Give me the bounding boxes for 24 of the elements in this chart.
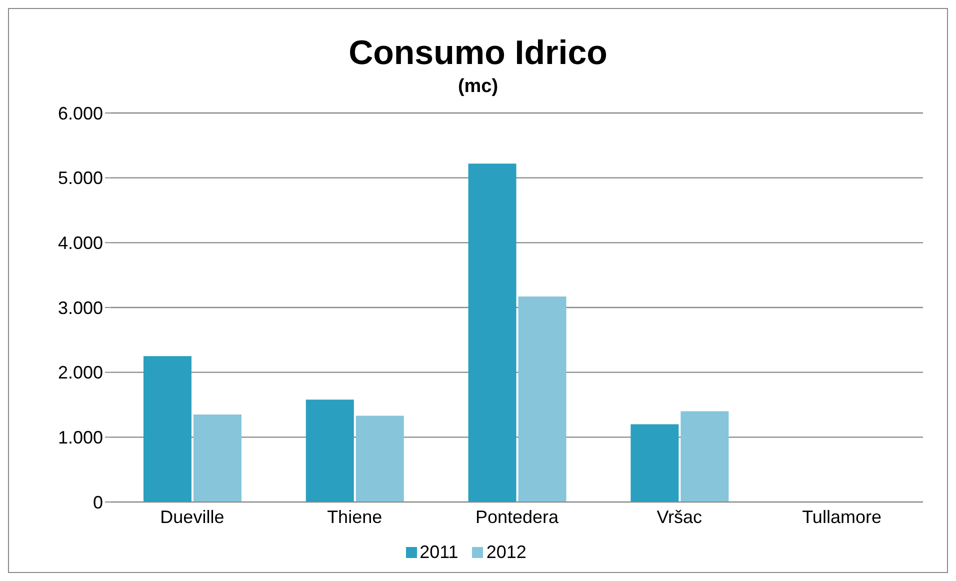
- bar: [306, 400, 354, 502]
- chart-title: Consumo Idrico: [348, 33, 608, 73]
- legend-label: 2011: [418, 542, 458, 563]
- x-tick-label: Vršac: [656, 506, 702, 527]
- bar: [630, 424, 679, 502]
- bar: [193, 414, 242, 502]
- bar: [468, 164, 516, 502]
- bar: [518, 296, 566, 502]
- y-tick-label: 1.000: [58, 428, 103, 448]
- bar: [680, 411, 729, 502]
- legend-label: 2012: [485, 542, 526, 563]
- x-tick-label: Thiene: [327, 506, 382, 527]
- bar: [356, 416, 404, 502]
- y-tick-label: 4.000: [58, 233, 103, 254]
- y-tick-label: 6.000: [58, 103, 103, 124]
- x-tick-label: Dueville: [160, 506, 224, 527]
- y-tick-label: 0: [92, 492, 103, 512]
- y-tick-label: 2.000: [58, 362, 103, 383]
- y-tick-label: 3.000: [58, 298, 103, 318]
- x-tick-label: Tullamore: [802, 506, 882, 527]
- bar: [143, 356, 192, 502]
- x-tick-label: Pontedera: [475, 506, 560, 527]
- chart-subtitle: (mc): [456, 75, 500, 99]
- y-tick-label: 5.000: [58, 168, 103, 188]
